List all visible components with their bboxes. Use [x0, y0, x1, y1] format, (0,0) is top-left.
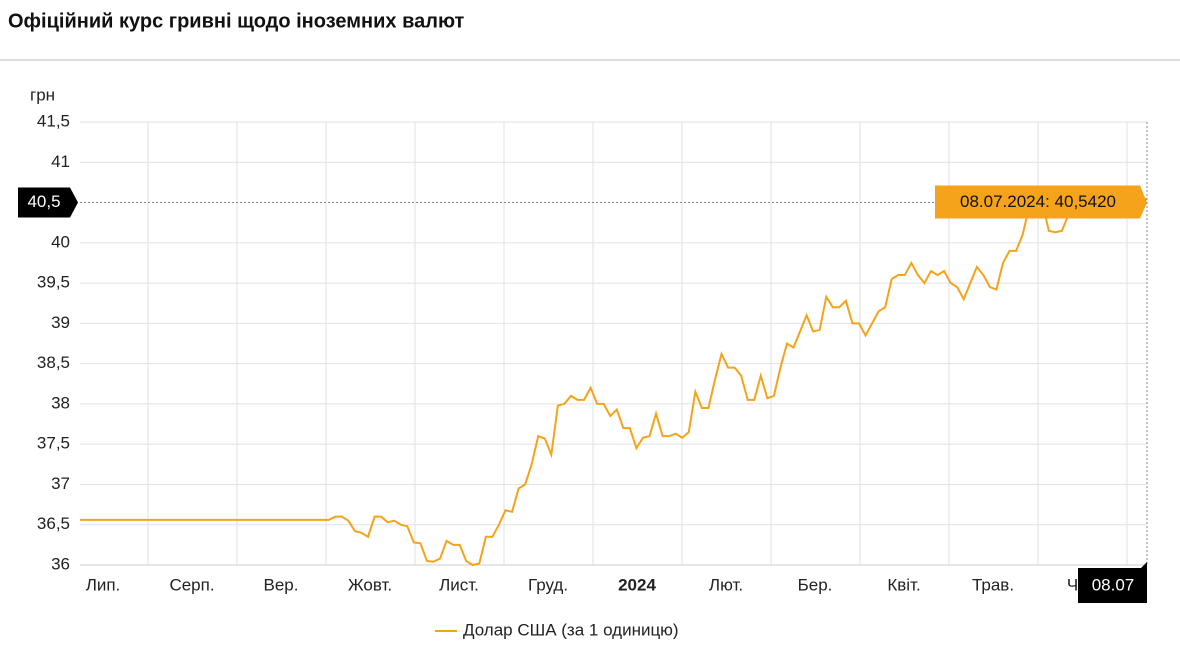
x-tick-label: Трав.	[972, 575, 1014, 594]
series-line	[80, 197, 1148, 567]
legend-label: Долар США (за 1 одиницю)	[463, 620, 679, 639]
chart-title: Офіційний курс гривні щодо іноземних вал…	[8, 10, 465, 32]
y-tick-label: 40	[51, 232, 70, 251]
x-tick-label: Лип.	[86, 575, 121, 594]
y-tick-label: 37	[51, 474, 70, 493]
x-tick-label: Вер.	[264, 575, 299, 594]
x-tick-label: Лист.	[439, 575, 479, 594]
x-tick-label: Квіт.	[887, 575, 920, 594]
y-tick-label: 39	[51, 313, 70, 332]
crosshair-x-box	[1078, 562, 1147, 603]
tooltip-box	[935, 185, 1147, 219]
x-tick-label: Лют.	[709, 575, 743, 594]
y-tick-label: 36,5	[37, 514, 70, 533]
y-tick-label: 38,5	[37, 353, 70, 372]
y-tick-label: 36	[51, 554, 70, 573]
tooltip-text: 08.07.2024: 40,5420	[960, 192, 1116, 211]
x-tick-label: Жовт.	[348, 575, 392, 594]
y-tick-label: 38	[51, 393, 70, 412]
y-tick-label: 39,5	[37, 273, 70, 292]
crosshair-y-label: 40,5	[27, 192, 60, 211]
y-tick-label: 41	[51, 152, 70, 171]
y-tick-label: 37,5	[37, 434, 70, 453]
x-tick-label: Бер.	[798, 575, 833, 594]
crosshair-y-box	[18, 187, 78, 218]
crosshair-x-label: 08.07	[1092, 575, 1135, 594]
x-tick-label: Серп.	[169, 575, 214, 594]
y-tick-label: 41,5	[37, 111, 70, 130]
x-tick-label: Груд.	[528, 575, 568, 594]
y-axis-label: грн	[30, 85, 55, 104]
x-tick-label: 2024	[618, 575, 656, 594]
